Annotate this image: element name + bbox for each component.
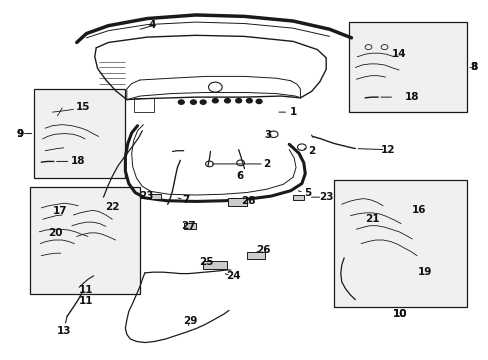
- Bar: [184, 223, 196, 229]
- Text: 2: 2: [262, 159, 269, 169]
- Bar: [334, 180, 466, 307]
- Text: 3: 3: [264, 130, 271, 140]
- Text: 24: 24: [226, 271, 241, 281]
- Text: 10: 10: [392, 309, 407, 319]
- Text: 9: 9: [16, 129, 23, 139]
- Text: 12: 12: [380, 145, 394, 155]
- Bar: [246, 252, 265, 259]
- Text: 2: 2: [307, 146, 315, 156]
- Bar: [30, 187, 140, 294]
- Text: 21: 21: [364, 213, 378, 224]
- Circle shape: [190, 100, 196, 104]
- Circle shape: [256, 99, 262, 104]
- Text: 23: 23: [318, 192, 333, 202]
- Text: 11: 11: [79, 285, 94, 295]
- Text: 8: 8: [469, 63, 477, 72]
- Text: 10: 10: [392, 309, 407, 319]
- Circle shape: [178, 100, 184, 104]
- Bar: [228, 198, 246, 206]
- Circle shape: [246, 99, 252, 103]
- Circle shape: [224, 99, 230, 103]
- Text: 19: 19: [417, 267, 432, 277]
- Circle shape: [235, 99, 241, 103]
- Bar: [134, 98, 153, 112]
- Text: 15: 15: [76, 102, 90, 112]
- Text: 27: 27: [181, 221, 196, 231]
- Text: 16: 16: [411, 205, 426, 215]
- Text: 4: 4: [148, 19, 156, 30]
- Text: 20: 20: [48, 228, 63, 238]
- Text: 29: 29: [183, 316, 197, 326]
- Circle shape: [200, 100, 205, 104]
- Bar: [203, 261, 226, 269]
- Text: 11: 11: [79, 296, 94, 306]
- Text: 13: 13: [56, 326, 71, 336]
- Text: 28: 28: [241, 196, 255, 206]
- Text: 17: 17: [52, 206, 67, 216]
- Text: 18: 18: [71, 157, 85, 166]
- Text: 9: 9: [16, 129, 23, 139]
- Text: 26: 26: [255, 245, 270, 255]
- Text: 18: 18: [404, 92, 419, 102]
- Text: 22: 22: [105, 202, 119, 212]
- Text: 6: 6: [236, 171, 243, 181]
- Text: 23: 23: [139, 191, 153, 201]
- Bar: [348, 22, 466, 112]
- Circle shape: [212, 99, 218, 103]
- Bar: [34, 89, 125, 178]
- Text: 14: 14: [391, 49, 406, 59]
- Text: 25: 25: [199, 257, 213, 267]
- Text: 8: 8: [469, 63, 477, 72]
- Bar: [150, 194, 161, 199]
- Bar: [292, 195, 303, 200]
- Text: 7: 7: [182, 195, 189, 204]
- Text: 1: 1: [289, 107, 296, 117]
- Text: 5: 5: [304, 188, 311, 198]
